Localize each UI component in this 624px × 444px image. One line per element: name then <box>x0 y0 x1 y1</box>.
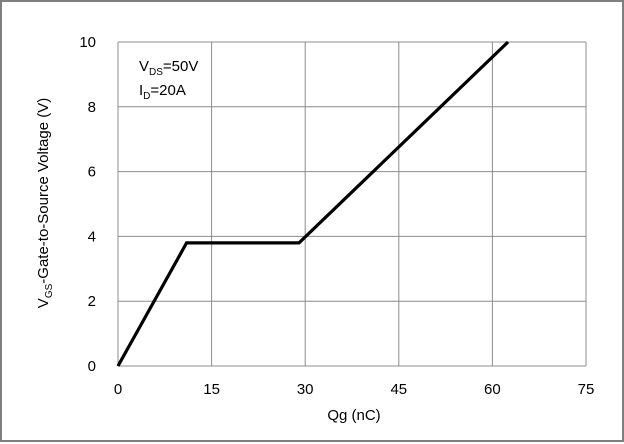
annotation-vds-rest: =50V <box>163 58 198 75</box>
x-tick-label: 60 <box>484 381 501 398</box>
x-tick-label: 0 <box>114 381 122 398</box>
x-tick-label: 30 <box>297 381 314 398</box>
y-tick-label: 10 <box>79 34 96 51</box>
annotation-id-sub: D <box>143 91 150 102</box>
y-axis-label: VGS-Gate-to-Source Voltage (V) <box>35 98 55 308</box>
x-tick-label: 15 <box>203 381 220 398</box>
annotation-vds-sub: DS <box>149 67 163 78</box>
series-line <box>116 40 510 367</box>
annotation-id-main: I <box>139 82 143 99</box>
y-tick-label: 0 <box>88 358 96 375</box>
y-tick-label: 2 <box>88 293 96 310</box>
tick-labels: 0 15 30 45 60 75 0 2 4 6 8 10 <box>79 34 594 398</box>
x-tick-label: 45 <box>390 381 407 398</box>
y-tick-label: 6 <box>88 164 96 181</box>
annotation-vds-main: V <box>139 58 149 75</box>
annotation-id: ID=20A <box>139 82 186 102</box>
y-axis-label-rest: -Gate-to-Source Voltage (V) <box>35 98 52 284</box>
x-tick-label: 75 <box>578 381 595 398</box>
x-axis-label: Qg (nC) <box>327 407 380 424</box>
annotations: VDS=50V ID=20A <box>139 58 198 102</box>
y-axis-label-main: V <box>35 298 52 308</box>
y-tick-label: 4 <box>88 228 96 245</box>
y-axis-label-sub: GS <box>44 283 55 298</box>
grid <box>117 41 587 367</box>
annotation-vds: VDS=50V <box>139 58 198 78</box>
series-group <box>116 40 510 367</box>
annotation-id-rest: =20A <box>150 82 185 99</box>
y-tick-label: 8 <box>88 99 96 116</box>
